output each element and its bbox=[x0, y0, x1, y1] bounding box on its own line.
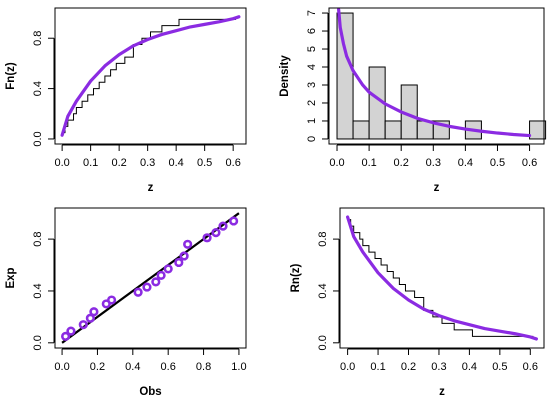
x-tick-label: 0.4 bbox=[125, 361, 140, 373]
x-tick-label: 0.4 bbox=[458, 157, 473, 169]
y-axis-label: Density bbox=[279, 55, 291, 97]
y-axis-label: Fn(z) bbox=[5, 62, 17, 90]
empirical-step-line bbox=[347, 219, 534, 337]
y-tick-label: 0.0 bbox=[317, 335, 329, 350]
x-tick-label: 0.1 bbox=[370, 361, 385, 373]
plot-frame bbox=[54, 7, 247, 145]
panel-histogram: 0.0 0.1 0.2 0.3 0.4 0.5 0.6 z 0 1 2 3 4 5 6 7 Density bbox=[279, 7, 547, 194]
panel-pp-plot: 0.0 0.2 0.4 0.6 0.8 1.0 Obs 0.0 0.4 0.8 Exp bbox=[5, 207, 247, 398]
plot-frame bbox=[54, 207, 247, 349]
scatter-point bbox=[106, 295, 117, 305]
scatter-point bbox=[211, 228, 221, 238]
scatter-point bbox=[78, 320, 88, 330]
scatter-point bbox=[66, 326, 76, 336]
y-tick-label: 1 bbox=[306, 118, 318, 124]
scatter-point bbox=[151, 277, 161, 287]
scatter-point bbox=[202, 233, 212, 243]
x-tick-label: 0.5 bbox=[490, 157, 505, 169]
axes: 0.0 0.1 0.2 0.3 0.4 0.5 0.6 z 0.0 0.4 0.8 Rn(z) bbox=[290, 207, 545, 398]
panel-ecdf: 0.0 0.1 0.2 0.3 0.4 0.5 0.6 z 0.0 0.4 0.8 Fn(z) bbox=[5, 7, 247, 194]
x-tick-label: 0.0 bbox=[54, 361, 69, 373]
x-tick-label: 0.5 bbox=[492, 361, 507, 373]
histogram-bar bbox=[529, 120, 547, 140]
y-tick-label: 4 bbox=[306, 64, 318, 70]
y-tick-label: 0.8 bbox=[32, 231, 44, 246]
x-axis-label: z bbox=[439, 386, 445, 398]
x-tick-label: 0.2 bbox=[111, 157, 126, 169]
y-tick-label: 3 bbox=[306, 82, 318, 88]
scatter-point bbox=[174, 257, 184, 268]
plot-frame bbox=[328, 7, 545, 145]
scatter-point bbox=[142, 282, 152, 292]
x-tick-label: 0.4 bbox=[462, 361, 477, 373]
y-tick-label: 5 bbox=[306, 46, 318, 52]
x-tick-label: 0.3 bbox=[426, 157, 441, 169]
x-tick-label: 0.0 bbox=[340, 361, 355, 373]
scatter-point bbox=[156, 270, 166, 281]
x-tick-label: 0.6 bbox=[161, 361, 176, 373]
axes: 0.0 0.1 0.2 0.3 0.4 0.5 0.6 z 0 1 2 3 4 5 6 7 Density bbox=[279, 7, 545, 194]
histogram-bar bbox=[336, 12, 354, 140]
x-tick-label: 1.0 bbox=[231, 361, 246, 373]
x-tick-label: 0.6 bbox=[523, 361, 538, 373]
y-tick-label: 6 bbox=[306, 28, 318, 34]
x-tick-label: 0.3 bbox=[431, 361, 446, 373]
x-tick-label: 0.8 bbox=[196, 361, 211, 373]
scatter-point bbox=[218, 221, 228, 231]
y-tick-label: 0.8 bbox=[317, 231, 329, 246]
x-tick-label: 0.6 bbox=[522, 157, 537, 169]
plot-data bbox=[61, 212, 240, 344]
scatter-point bbox=[89, 307, 99, 317]
y-tick-label: 0.4 bbox=[32, 81, 44, 96]
scatter-point bbox=[133, 287, 143, 297]
x-tick-label: 0.4 bbox=[169, 157, 184, 169]
x-tick-label: 0.3 bbox=[140, 157, 155, 169]
scatter-point bbox=[61, 331, 71, 341]
plot-data bbox=[60, 15, 241, 137]
plot-frame bbox=[339, 207, 545, 349]
y-tick-label: 7 bbox=[306, 10, 318, 16]
x-tick-label: 0.5 bbox=[197, 157, 212, 169]
scatter-point bbox=[85, 313, 95, 323]
x-axis-label: z bbox=[434, 182, 440, 194]
x-tick-label: 0.0 bbox=[329, 157, 344, 169]
y-tick-label: 0.0 bbox=[32, 131, 44, 146]
scatter-point bbox=[179, 251, 189, 261]
histogram-bar bbox=[352, 120, 370, 140]
y-tick-label: 0.4 bbox=[32, 283, 44, 298]
x-tick-label: 0.2 bbox=[401, 361, 416, 373]
fitted-curve bbox=[346, 215, 538, 341]
plot-data bbox=[336, 7, 547, 140]
fitted-curve bbox=[337, 7, 532, 138]
axes: 0.0 0.2 0.4 0.6 0.8 1.0 Obs 0.0 0.4 0.8 Exp bbox=[5, 207, 247, 398]
y-tick-label: 0 bbox=[306, 136, 318, 142]
plot-data bbox=[346, 215, 538, 341]
y-axis-label: Exp bbox=[5, 267, 17, 288]
x-tick-label: 0.6 bbox=[226, 157, 241, 169]
x-axis-label: z bbox=[148, 182, 154, 194]
scatter-point bbox=[163, 264, 173, 274]
x-tick-label: 0.2 bbox=[394, 157, 409, 169]
x-tick-label: 0.1 bbox=[83, 157, 98, 169]
empirical-step-line bbox=[62, 18, 237, 134]
y-tick-label: 0.4 bbox=[317, 283, 329, 298]
scatter-point bbox=[229, 216, 239, 226]
scatter-point bbox=[183, 239, 193, 249]
histogram-bar bbox=[384, 120, 402, 140]
x-tick-label: 0.1 bbox=[361, 157, 376, 169]
x-tick-label: 0.0 bbox=[54, 157, 69, 169]
x-tick-label: 0.2 bbox=[90, 361, 105, 373]
y-tick-label: 2 bbox=[306, 100, 318, 106]
axes: 0.0 0.1 0.2 0.3 0.4 0.5 0.6 z 0.0 0.4 0.8 Fn(z) bbox=[5, 7, 247, 194]
panel-survival: 0.0 0.1 0.2 0.3 0.4 0.5 0.6 z 0.0 0.4 0.8 Rn(z) bbox=[290, 207, 545, 398]
y-axis-label: Rn(z) bbox=[290, 263, 302, 292]
y-tick-label: 0.0 bbox=[32, 335, 44, 350]
fitted-curve bbox=[60, 15, 241, 137]
y-tick-label: 0.8 bbox=[32, 31, 44, 46]
x-axis-label: Obs bbox=[139, 386, 161, 398]
